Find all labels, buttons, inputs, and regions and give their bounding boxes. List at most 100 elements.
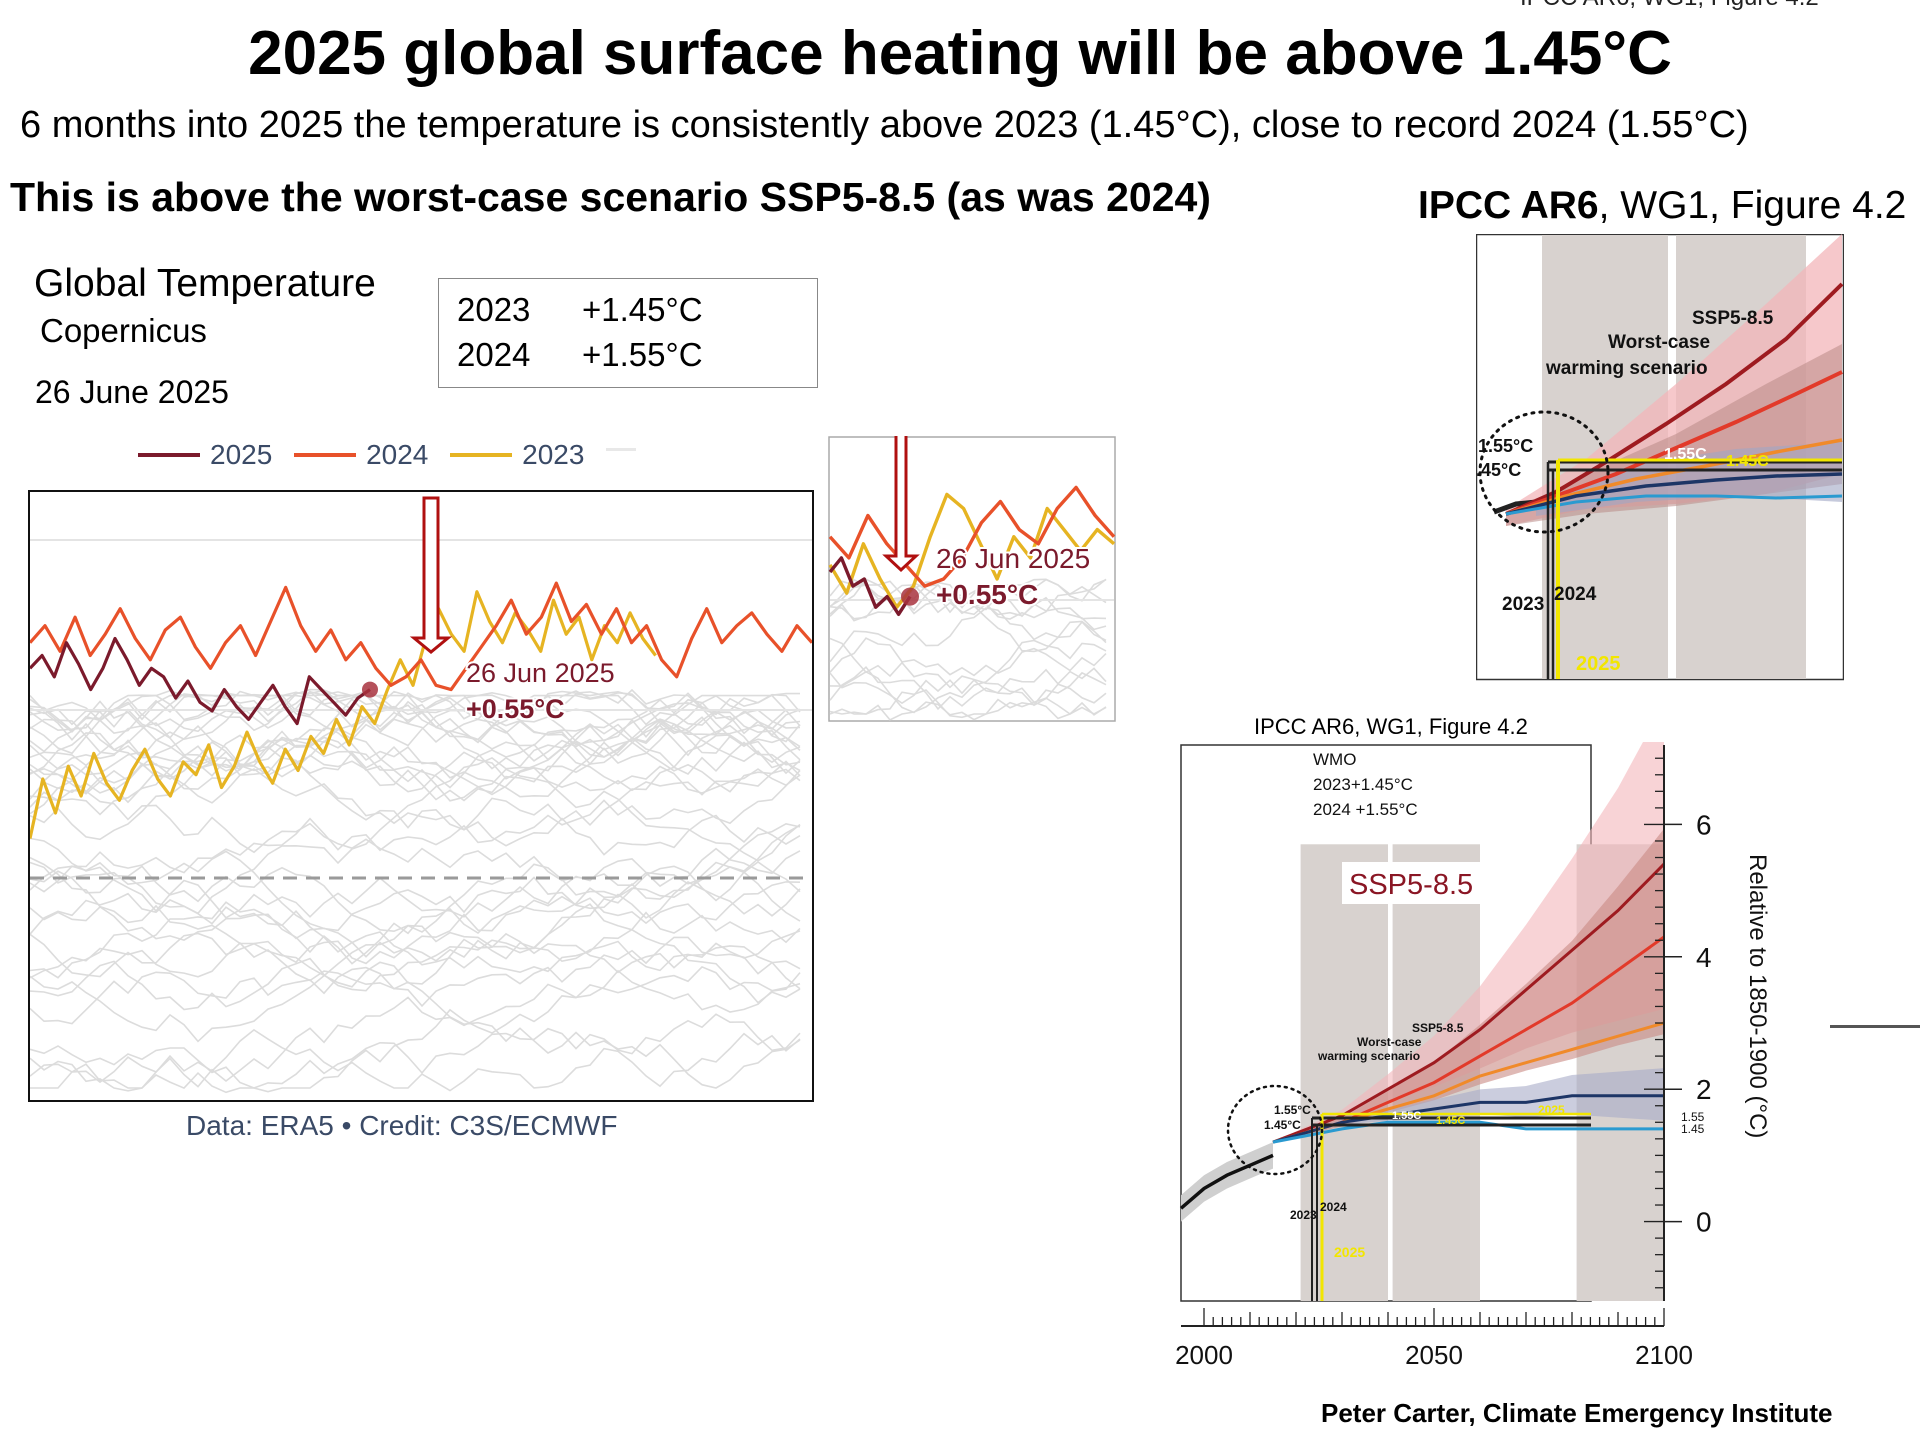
chart-frame bbox=[28, 490, 814, 1102]
box-year: 2024 bbox=[457, 336, 531, 373]
box-value: +1.55°C bbox=[582, 336, 703, 373]
series-line-2023 bbox=[828, 492, 1116, 609]
ipcc-heading-rest: , WG1, Figure 4.2 bbox=[1598, 184, 1907, 227]
past-year-line bbox=[29, 692, 801, 802]
label-1-45c: 1.45°C bbox=[1264, 1118, 1301, 1132]
ipcc-small-chart: SSP5-8.5 Worst-case warming scenario 1.5… bbox=[1476, 234, 1844, 681]
series-line-2025 bbox=[28, 636, 371, 726]
label-1-55c-short: 1.55C bbox=[1664, 446, 1707, 463]
label-1-55c: 1.55°C bbox=[1478, 436, 1533, 456]
zoom-inset-chart: 26 Jun 2025 +0.55°C bbox=[828, 436, 1116, 722]
label-2023: 2023 bbox=[1290, 1208, 1317, 1222]
label-ssp585: SSP5-8.5 bbox=[1692, 308, 1774, 329]
label-2025: 2025 bbox=[1334, 1244, 1365, 1260]
ipcc-large-chart: WMO 2023+1.45°C 2024 +1.55°C SSP5-8.5 SS… bbox=[1176, 742, 1771, 1370]
ssp126-line bbox=[1505, 472, 1843, 516]
label-warming-scenario: warming scenario bbox=[1317, 1049, 1420, 1063]
past-year-line bbox=[29, 965, 801, 1093]
legend-label: 2025 bbox=[210, 439, 273, 470]
y-tick-label: 4 bbox=[1696, 942, 1712, 973]
legend-label: 2023 bbox=[522, 439, 585, 470]
label-2024: 2024 bbox=[1554, 584, 1597, 605]
page-title: 2025 global surface heating will be abov… bbox=[248, 19, 1672, 88]
series-line-historical bbox=[1179, 1153, 1274, 1210]
label-1-45c: 1.45°C bbox=[1476, 460, 1521, 480]
note-2023: 2023+1.45°C bbox=[1313, 775, 1413, 794]
y-tick-label: 2 bbox=[1696, 1074, 1712, 1105]
series-line-SSP5-8.5 bbox=[1272, 863, 1666, 1144]
statement: This is above the worst-case scenario SS… bbox=[10, 174, 1211, 220]
series-line-2024 bbox=[828, 485, 1116, 588]
annotation-value: +0.55°C bbox=[466, 694, 565, 724]
past-year-line bbox=[29, 688, 801, 740]
past-year-line bbox=[829, 637, 1107, 707]
past-year-line bbox=[29, 966, 801, 1089]
scenario-label: SSP5-8.5 bbox=[1349, 869, 1473, 901]
dotted-circle bbox=[1226, 1084, 1324, 1176]
legend-item-2025: 2025 bbox=[138, 439, 272, 471]
x-tick-label: 2100 bbox=[1635, 1340, 1693, 1370]
ipcc-heading-bold: IPCC AR6 bbox=[1418, 184, 1599, 227]
y-tick-label: 6 bbox=[1696, 809, 1712, 840]
past-year-line bbox=[29, 702, 801, 796]
legend-label: 2024 bbox=[366, 439, 429, 470]
annotation-value: +0.55°C bbox=[936, 579, 1038, 610]
y-axis-label: Relative to 1850-1900 (°C) bbox=[1744, 854, 1771, 1138]
series-line-2024 bbox=[28, 581, 814, 692]
past-year-line bbox=[29, 822, 801, 919]
scenario-label-box bbox=[1342, 862, 1480, 904]
note-wmo: WMO bbox=[1313, 750, 1356, 769]
box-value: +1.45°C bbox=[582, 291, 703, 328]
x-tick-label: 2000 bbox=[1176, 1340, 1233, 1370]
stray-line bbox=[1830, 1025, 1920, 1028]
past-year-line bbox=[29, 697, 801, 841]
ipcc-figure-title: IPCC AR6, WG1, Figure 4.2 bbox=[1254, 714, 1528, 739]
past-years-lines bbox=[829, 578, 1107, 721]
annotation-date: 26 Jun 2025 bbox=[466, 658, 615, 688]
historical-range bbox=[1181, 1142, 1273, 1222]
label-warming-scenario: warming scenario bbox=[1545, 358, 1708, 379]
label-1-55c: 1.55°C bbox=[1274, 1103, 1311, 1117]
source-label: Copernicus bbox=[40, 312, 207, 349]
past-year-line bbox=[29, 824, 801, 965]
past-year-line bbox=[29, 734, 801, 802]
past-year-line bbox=[30, 969, 801, 1089]
annotation-date: 26 Jun 2025 bbox=[936, 543, 1090, 574]
ssp119-line bbox=[1505, 494, 1843, 516]
past-year-line bbox=[829, 689, 1107, 720]
past-year-line bbox=[29, 861, 801, 1043]
legend-past-years-swatch bbox=[606, 448, 637, 452]
legend-swatch bbox=[138, 453, 200, 457]
ipcc-heading: IPCC AR6, WG1, Figure 4.2 bbox=[1418, 184, 1906, 228]
series-line-2023 bbox=[28, 590, 657, 839]
chart-legend: 2025 2024 2023 bbox=[138, 432, 637, 472]
label-2023: 2023 bbox=[1502, 594, 1544, 615]
past-year-line bbox=[829, 665, 1107, 716]
label-2024: 2024 bbox=[1320, 1200, 1347, 1214]
series-line-2025 bbox=[828, 556, 912, 617]
box-row-2024: 2024 +1.55°C bbox=[457, 336, 703, 374]
y-tick-label: 0 bbox=[1696, 1207, 1712, 1238]
series-line-SSP1-1.9 bbox=[1272, 1120, 1664, 1144]
past-year-line bbox=[29, 693, 801, 764]
down-arrow bbox=[882, 436, 920, 573]
series-line-SSP3-7.0 bbox=[1272, 935, 1665, 1144]
copernicus-chart: 26 Jun 2025 +0.55°C bbox=[28, 490, 814, 1102]
past-year-line bbox=[829, 639, 1107, 721]
label-1-45: 1.45 bbox=[1681, 1122, 1705, 1136]
label-1-55: 1.55 bbox=[1681, 1110, 1705, 1124]
past-year-line bbox=[829, 607, 1107, 663]
past-year-line bbox=[29, 1013, 801, 1094]
past-year-line bbox=[829, 667, 1107, 705]
label-2025: 2025 bbox=[1576, 653, 1621, 675]
legend-item-2023: 2023 bbox=[450, 439, 584, 471]
box-row-2023: 2023 +1.45°C bbox=[457, 291, 703, 329]
page-subtitle: 6 months into 2025 the temperature is co… bbox=[20, 104, 1749, 146]
past-year-line bbox=[29, 865, 801, 1011]
past-year-line bbox=[29, 901, 801, 979]
cut-off-top-text: IPCC AR6, WG1, Figure 4.2 bbox=[1520, 0, 1819, 12]
past-year-line bbox=[29, 870, 801, 1004]
period-band bbox=[1300, 844, 1388, 1301]
past-year-line bbox=[829, 578, 1107, 620]
label-worst-case: Worst-case bbox=[1357, 1035, 1422, 1049]
